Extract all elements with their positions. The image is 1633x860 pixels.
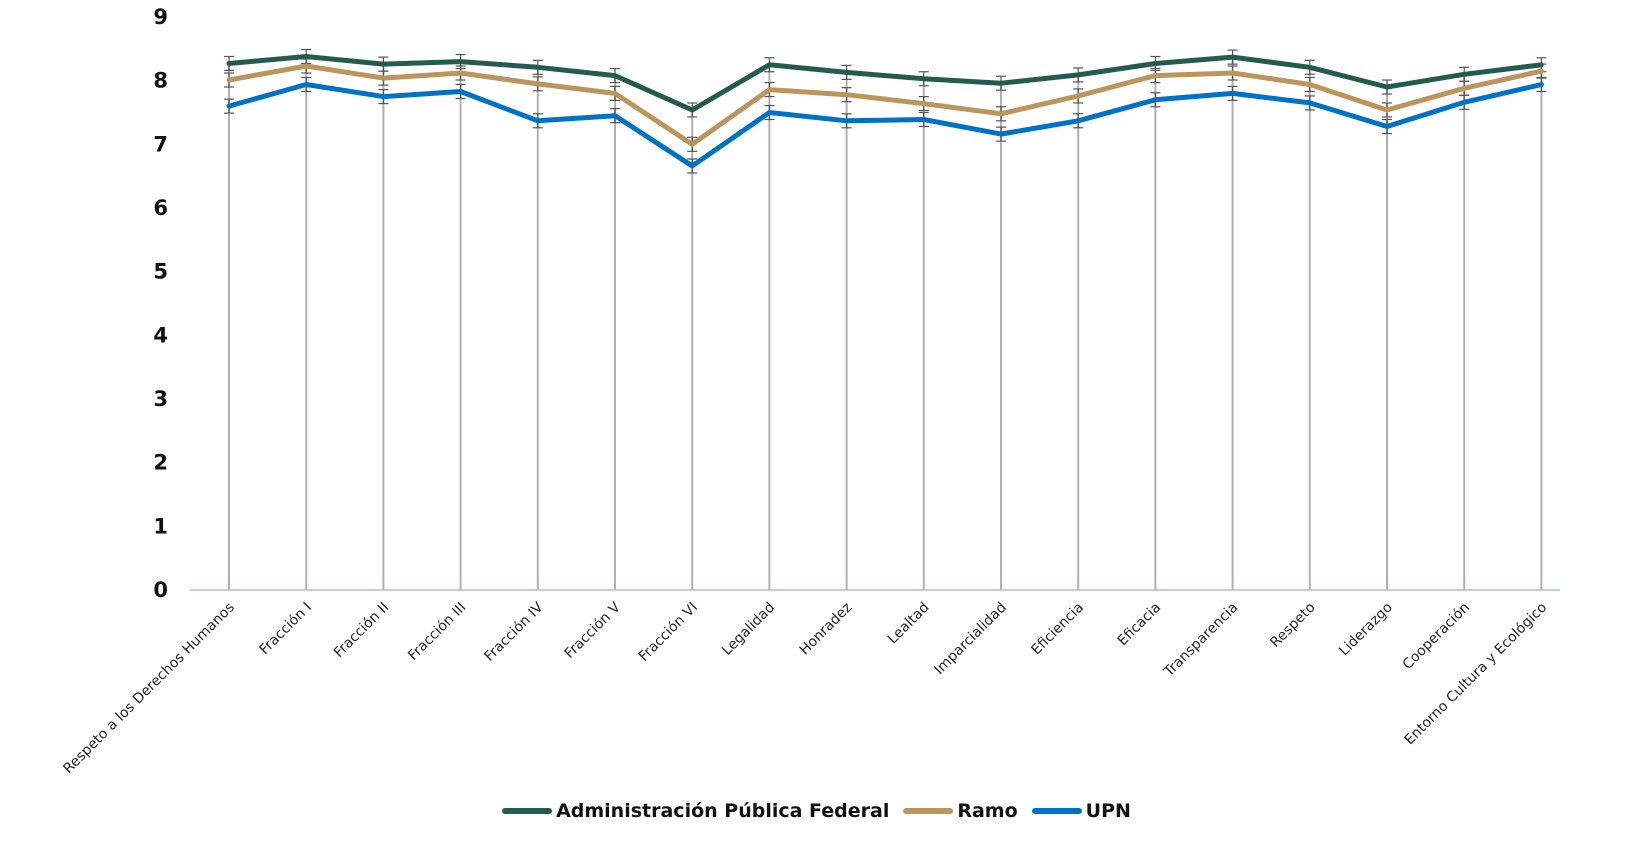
- y-tick-label: 7: [153, 132, 168, 156]
- x-tick-label: Transparencia: [1160, 600, 1241, 681]
- legend-label-apf: Administración Pública Federal: [556, 800, 890, 822]
- x-tick-label: Entorno Cultura y Ecológico: [1402, 600, 1551, 749]
- series-line: [226, 82, 1544, 169]
- y-axis-ticks: 0 1 2 3 4 5 6 7 8 9: [153, 5, 168, 602]
- x-tick-label: Cooperación: [1400, 600, 1473, 673]
- x-tick-label: Legalidad: [719, 600, 778, 659]
- series-layer: [224, 48, 1547, 174]
- x-tick-label: Fracción I: [257, 600, 315, 658]
- x-tick-label: Fracción IV: [481, 599, 547, 665]
- y-tick-label: 8: [153, 69, 168, 93]
- x-tick-label: Liderazgo: [1336, 600, 1396, 660]
- series-0: [224, 48, 1547, 118]
- x-tick-label: Imparcialidad: [931, 600, 1009, 678]
- y-tick-label: 5: [153, 260, 168, 284]
- legend-item-apf: Administración Pública Federal: [502, 800, 889, 822]
- series-line: [226, 63, 1544, 147]
- legend-label-ramo: Ramo: [957, 800, 1018, 822]
- y-tick-label: 4: [153, 323, 168, 347]
- x-tick-label: Fracción III: [405, 600, 469, 664]
- y-tick-label: 3: [153, 387, 168, 411]
- series-2: [224, 76, 1547, 174]
- legend-item-upn: UPN: [1031, 800, 1131, 822]
- legend: Administración Pública Federal Ramo UPN: [0, 796, 1633, 826]
- y-tick-label: 9: [153, 5, 168, 29]
- legend-swatch-ramo: [903, 808, 954, 814]
- legend-swatch-upn: [1031, 808, 1082, 814]
- series-line: [226, 54, 1544, 113]
- x-tick-label: Fracción V: [562, 599, 625, 662]
- x-tick-label: Honradez: [797, 600, 856, 659]
- y-tick-label: 0: [153, 578, 168, 602]
- legend-swatch-apf: [502, 808, 553, 814]
- x-tick-label: Fracción VI: [636, 600, 701, 665]
- x-tick-label: Fracción II: [331, 600, 392, 661]
- x-tick-label: Respeto: [1267, 600, 1318, 651]
- y-tick-label: 1: [153, 514, 168, 538]
- series-1: [224, 58, 1547, 152]
- legend-label-upn: UPN: [1085, 800, 1131, 822]
- y-tick-label: 6: [153, 196, 168, 220]
- x-tick-label: Eficiencia: [1028, 600, 1087, 659]
- legend-item-ramo: Ramo: [903, 800, 1018, 822]
- x-tick-label: Lealtad: [885, 600, 933, 648]
- x-axis-ticks: Respeto a los Derechos Humanos Fracción I…: [60, 599, 1550, 777]
- y-tick-label: 2: [153, 451, 168, 475]
- drop-lines: [228, 56, 1543, 590]
- x-tick-label: Eficacia: [1115, 600, 1165, 650]
- x-tick-label: Respeto a los Derechos Humanos: [60, 600, 237, 777]
